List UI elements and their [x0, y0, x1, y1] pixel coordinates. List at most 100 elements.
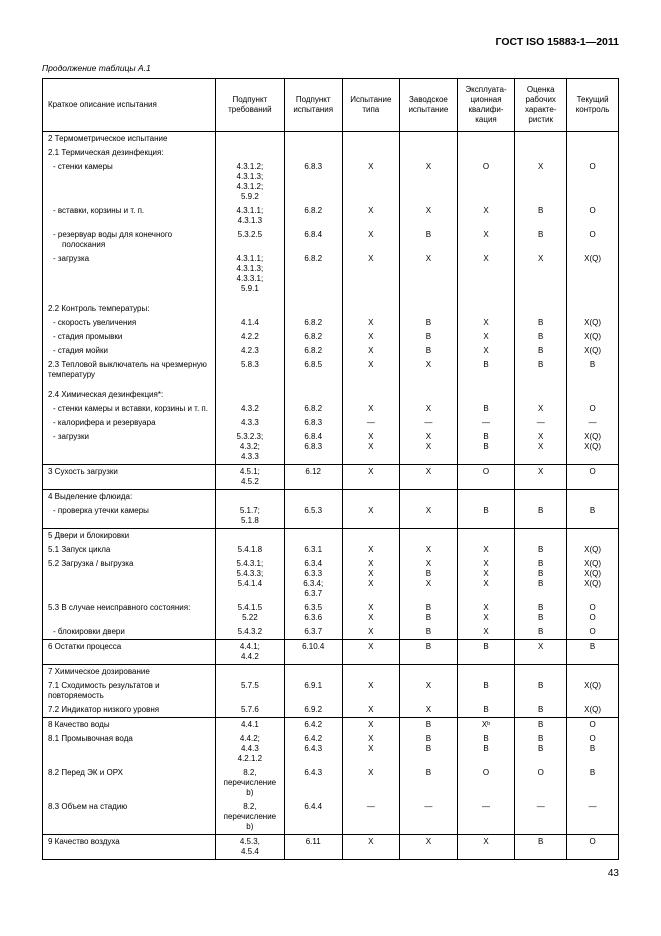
col-header: Краткое описание испытания [43, 78, 216, 131]
table-cell: X [400, 464, 458, 489]
table-row: - вставки, корзины и т. п.4.3.1.1;4.3.1.… [43, 204, 619, 228]
table-cell: 6.8.2 [284, 316, 342, 330]
table-row: 8.3 Объем на стадию8.2,пере­числениеb)6.… [43, 800, 619, 835]
table-cell: O [567, 228, 619, 252]
table-cell: X [400, 204, 458, 228]
col-header: Текущий контроль [567, 78, 619, 131]
row-description: 9 Качество воздуха [43, 834, 216, 859]
table-cell: B [515, 358, 567, 382]
row-description: 5.2 Загрузка / выгрузка [43, 557, 216, 601]
data-table: Краткое описание испытания Подпункт треб… [42, 78, 619, 860]
table-cell: B [515, 330, 567, 344]
col-header: Подпункт испытания [284, 78, 342, 131]
table-cell: X [457, 330, 515, 344]
table-cell: 6.8.2 [284, 252, 342, 296]
table-row: - резервуар воды для конеч­ного полоскан… [43, 228, 619, 252]
table-cell: X [400, 679, 458, 703]
table-cell: B [567, 639, 619, 664]
row-description: 4 Выделение флюида: [43, 489, 216, 504]
table-cell: X(Q) [567, 344, 619, 358]
table-cell: X [515, 252, 567, 296]
table-row: 2.1 Термическая дезинфек­ция: [43, 146, 619, 160]
table-cell [457, 302, 515, 316]
table-row: 8.2 Перед ЭК и ОРХ8.2,пере­числениеb)6.4… [43, 766, 619, 800]
col-header: Подпункт требований [215, 78, 284, 131]
col-header: Оценка рабочих характе­ристик [515, 78, 567, 131]
table-cell: X [342, 717, 400, 732]
table-cell: BB [457, 430, 515, 465]
table-cell: B [400, 316, 458, 330]
table-cell: 5.8.3 [215, 358, 284, 382]
table-cell: 6.3.1 [284, 543, 342, 557]
table-cell: X [457, 316, 515, 330]
table-row: 6 Остатки процесса4.4.1;4.4.26.10.4XBBXB [43, 639, 619, 664]
table-cell [515, 388, 567, 402]
table-cell: X [457, 204, 515, 228]
table-cell: 4.4.1 [215, 717, 284, 732]
table-row: - загрузки5.3.2.3;4.3.2;4.3.36.8.46.8.3X… [43, 430, 619, 465]
table-cell: X(Q) [567, 703, 619, 718]
row-description: - загрузки [43, 430, 216, 465]
table-cell [400, 528, 458, 543]
table-cell [215, 664, 284, 679]
table-cell: X [342, 252, 400, 296]
table-cell: O [567, 204, 619, 228]
table-cell [515, 489, 567, 504]
table-cell: BBB [515, 557, 567, 601]
table-row: 7.2 Индикатор низкого уров­ня5.7.66.9.2X… [43, 703, 619, 718]
table-cell: 6.4.26.4.3 [284, 732, 342, 766]
table-cell [342, 664, 400, 679]
table-cell: BB [457, 732, 515, 766]
table-cell [457, 664, 515, 679]
table-cell: — [457, 416, 515, 430]
table-cell: XXX [457, 557, 515, 601]
table-cell: XX [342, 601, 400, 625]
table-cell: O [567, 625, 619, 640]
row-description: 3 Сухость загрузки [43, 464, 216, 489]
table-row: 3 Сухость загрузки4.5.1;4.5.26.12XXOXO [43, 464, 619, 489]
table-cell: X [400, 402, 458, 416]
row-description: - стенки камеры и вставки, корзины и т. … [43, 402, 216, 416]
table-cell: — [567, 416, 619, 430]
table-cell: B [515, 703, 567, 718]
table-cell: — [567, 800, 619, 835]
table-cell [457, 489, 515, 504]
table-cell: X [342, 639, 400, 664]
table-cell [515, 528, 567, 543]
table-cell: 5.7.5 [215, 679, 284, 703]
row-description: - блокировки двери [43, 625, 216, 640]
table-cell: 8.2,пере­числениеb) [215, 800, 284, 835]
row-description: - проверка утечки камеры [43, 504, 216, 529]
row-description: 8 Качество воды [43, 717, 216, 732]
table-row: 2 Термометрическое испы­тание [43, 131, 619, 146]
table-row: 8.1 Промывочная вода4.4.2;4.4.34.2.1.26.… [43, 732, 619, 766]
col-header: Заводское испытание [400, 78, 458, 131]
table-cell [400, 388, 458, 402]
table-cell [284, 131, 342, 146]
table-cell: X [342, 679, 400, 703]
table-cell: Xᵇ [457, 717, 515, 732]
table-cell: — [400, 800, 458, 835]
table-row: 9 Качество воздуха4.5.3,4.5.46.11XXXBO [43, 834, 619, 859]
row-description: - стенки камеры [43, 160, 216, 204]
table-cell: B [515, 204, 567, 228]
table-cell: O [567, 402, 619, 416]
table-row: - загрузка4.3.1.1;4.3.1.3;4.3.3.1;5.9.16… [43, 252, 619, 296]
table-cell: XXX [342, 557, 400, 601]
row-description: 7.2 Индикатор низкого уров­ня [43, 703, 216, 718]
table-cell: X [342, 464, 400, 489]
table-row: - скорость увеличения4.1.46.8.2XBXBX(Q) [43, 316, 619, 330]
table-cell: — [400, 416, 458, 430]
table-cell: B [515, 344, 567, 358]
table-cell [284, 528, 342, 543]
table-row: 5.2 Загрузка / выгрузка5.4.3.1;5.4.3.3;5… [43, 557, 619, 601]
table-row: 2.3 Тепловой выключатель на чрезмерную т… [43, 358, 619, 382]
table-cell: X [342, 766, 400, 800]
table-cell: BB [400, 732, 458, 766]
table-cell [215, 146, 284, 160]
row-description: 5.3 В случае неисправного состояния: [43, 601, 216, 625]
table-cell: X [515, 639, 567, 664]
row-description: 2.2 Контроль температуры: [43, 302, 216, 316]
table-cell: 4.3.1.1;4.3.1.3 [215, 204, 284, 228]
table-cell: X [342, 625, 400, 640]
